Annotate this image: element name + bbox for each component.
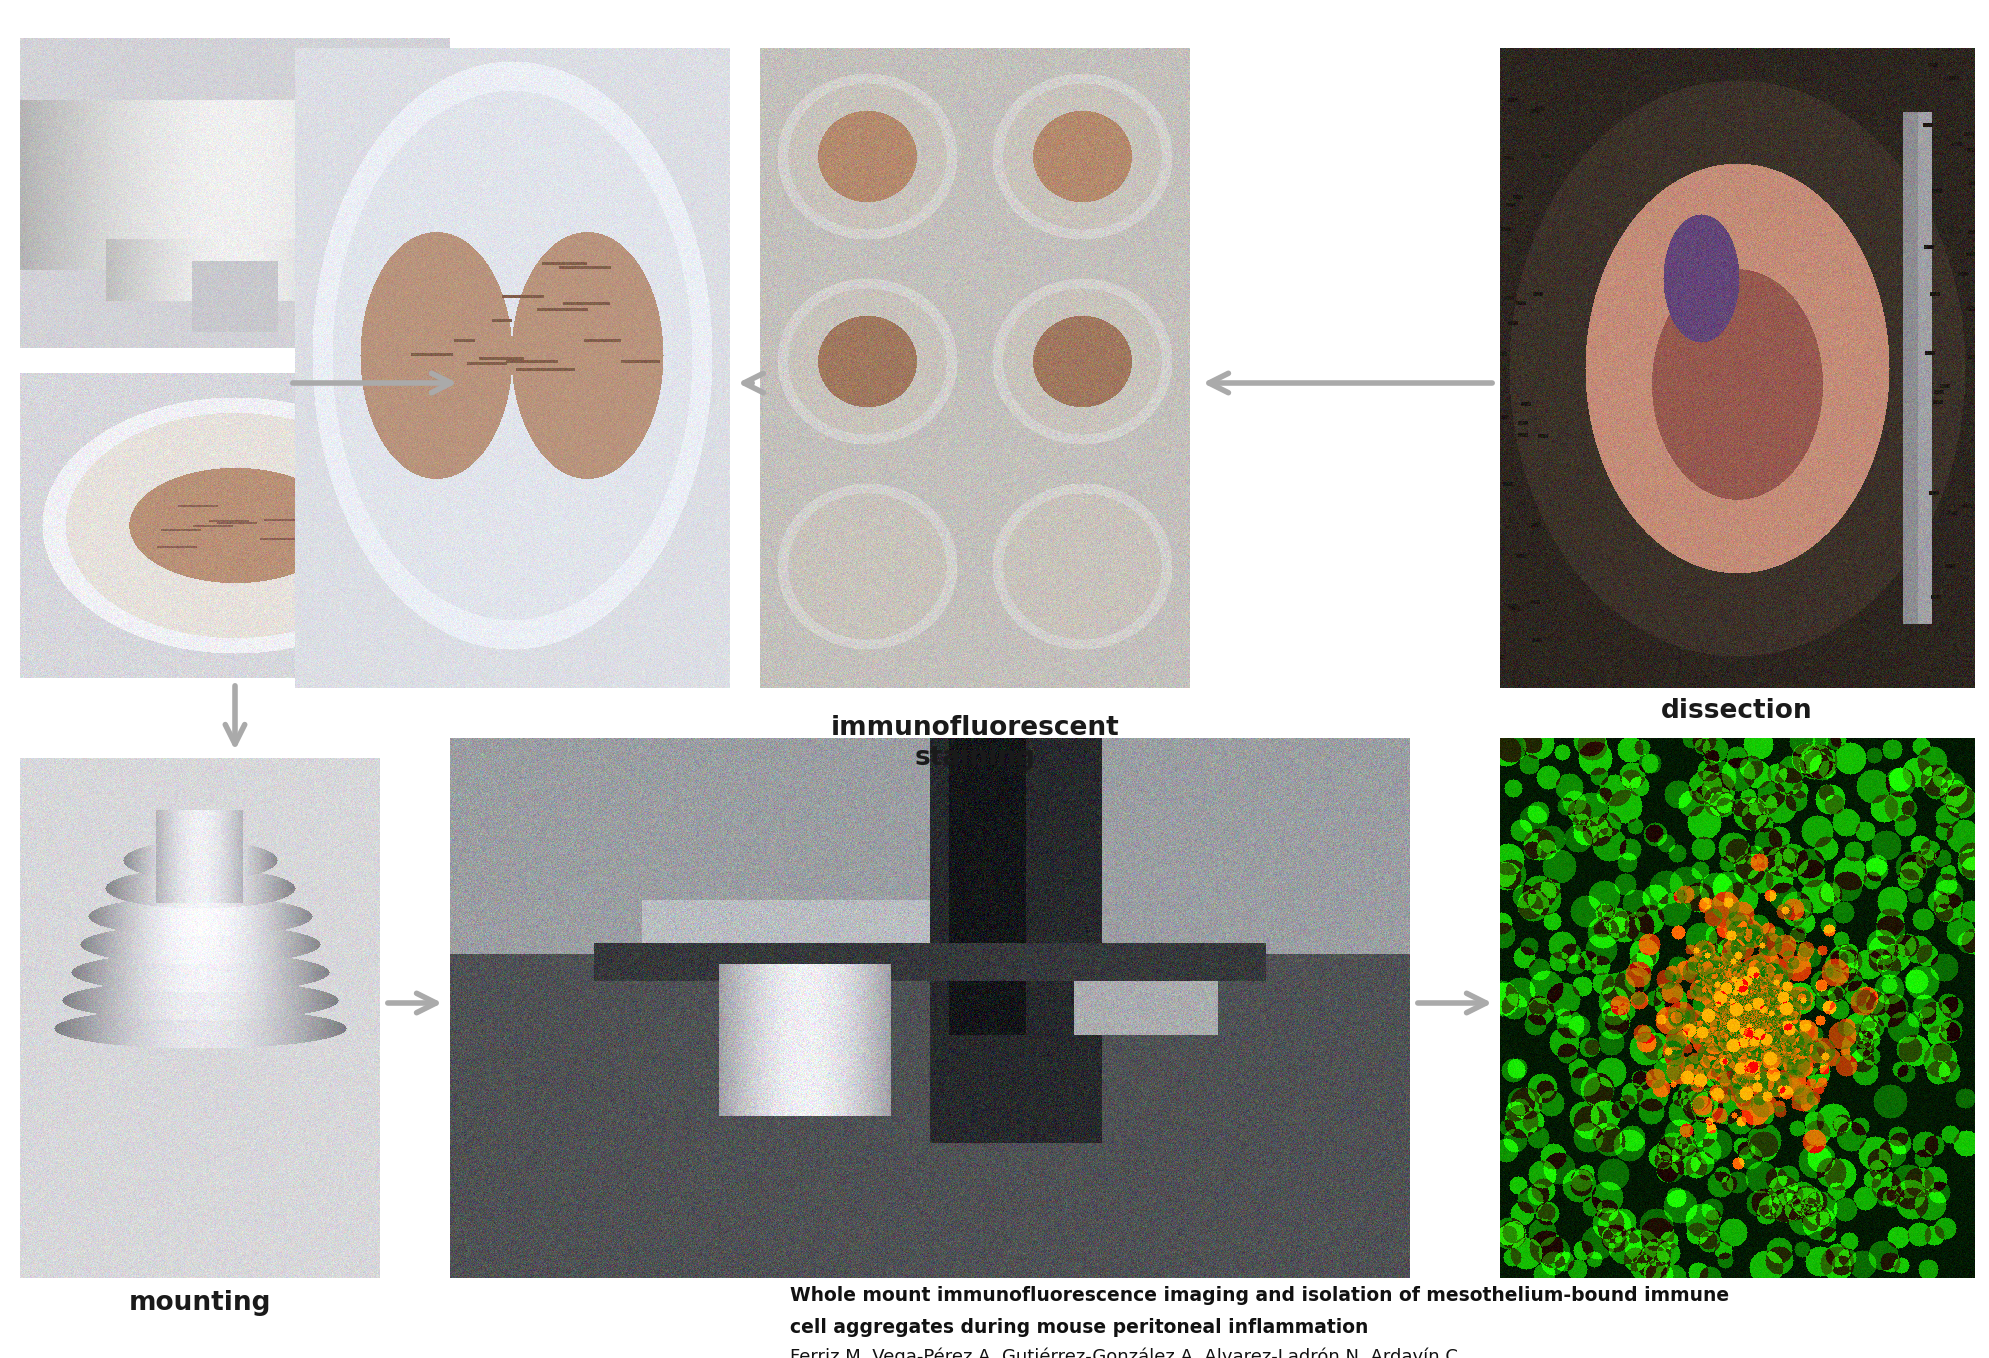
Text: dissection: dissection [1661,698,1812,724]
Text: mounting: mounting [129,1290,271,1316]
Text: cell aggregates during mouse peritoneal inflammation: cell aggregates during mouse peritoneal … [790,1319,1368,1338]
Text: Ferriz M, Vega-Pérez A, Gutiérrez-González A, Alvarez-Ladrón N, Ardavín C: Ferriz M, Vega-Pérez A, Gutiérrez-Gonzál… [790,1348,1458,1358]
Text: Whole mount immunofluorescence imaging and isolation of mesothelium-bound immune: Whole mount immunofluorescence imaging a… [790,1286,1728,1305]
Text: immunofluorescent
staining: immunofluorescent staining [829,716,1120,771]
